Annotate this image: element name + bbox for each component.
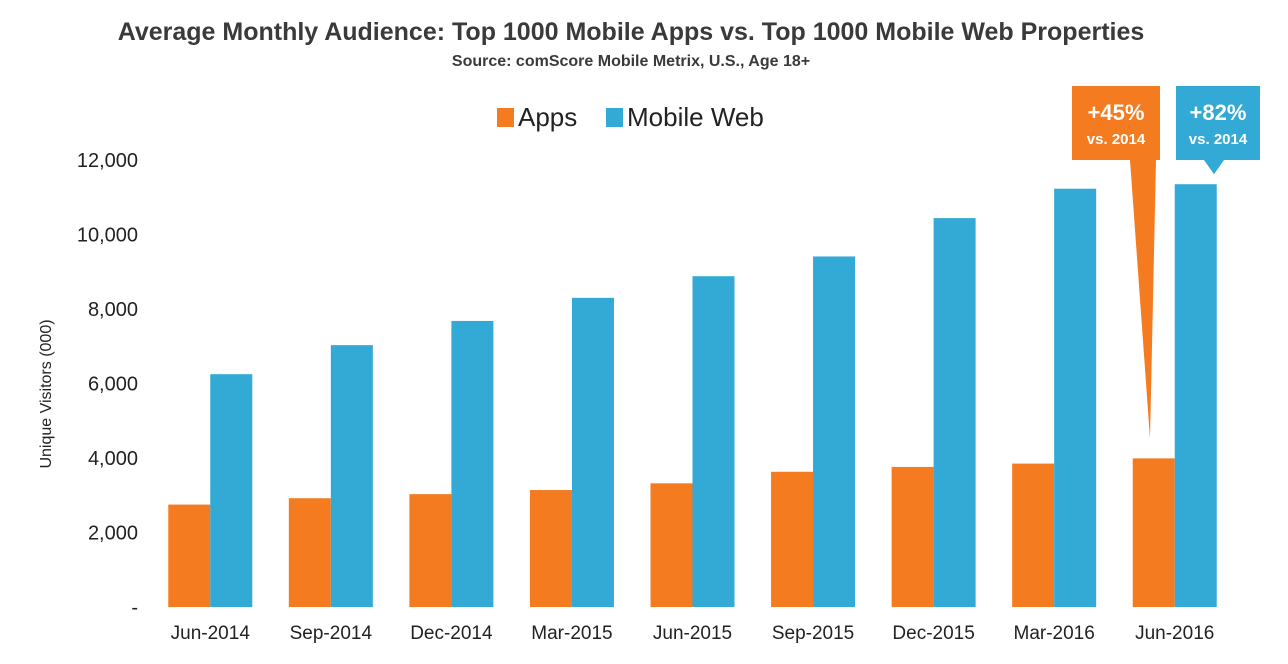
y-tick-label: 8,000 [88,299,138,321]
bar-mobile-web-dec-2015 [933,218,976,608]
y-tick-label: 2,000 [88,523,138,545]
bar-apps-sep-2014 [288,498,331,607]
bar-mobile-web-jun-2014 [210,374,253,607]
x-tick-label: Sep-2014 [290,623,373,644]
callout-box-mobile-web [1176,86,1260,160]
x-tick-label: Jun-2014 [171,623,251,644]
chart-subtitle: Source: comScore Mobile Metrix, U.S., Ag… [452,53,810,70]
callout-pointer-apps [1130,160,1156,439]
y-axis-ticks: - 2,000 4,000 6,000 8,000 10,000 12,000 [77,150,138,619]
y-tick-label: 10,000 [77,225,138,247]
x-tick-label: Jun-2015 [653,623,732,644]
y-tick-label: 12,000 [77,150,138,172]
x-tick-label: Dec-2014 [410,623,493,644]
y-tick-label: 4,000 [88,448,138,470]
bar-apps-mar-2015 [529,490,572,607]
x-axis-ticks: Jun-2014 Sep-2014 Dec-2014 Mar-2015 Jun-2015… [171,623,1215,644]
legend-swatch-mobile-web [606,108,623,127]
bar-mobile-web-mar-2016 [1054,188,1097,607]
callouts: +45% vs. 2014 +82% vs. 2014 [1072,86,1260,439]
legend-label-mobile-web: Mobile Web [627,102,764,132]
callout-box-apps [1072,86,1160,160]
bar-mobile-web-mar-2015 [571,297,614,607]
legend-label-apps: Apps [518,102,577,132]
callout-percent: +45% [1088,100,1145,125]
callout-percent: +82% [1190,100,1247,125]
x-tick-label: Jun-2016 [1135,623,1214,644]
bar-mobile-web-dec-2014 [451,320,494,607]
callout-pointer-mobile-web [1204,160,1224,175]
y-tick-label: - [131,597,138,619]
x-tick-label: Mar-2016 [1014,623,1095,644]
bar-mobile-web-jun-2016 [1174,184,1217,607]
bar-apps-dec-2015 [891,466,934,607]
bar-apps-jun-2014 [168,504,211,607]
bar-mobile-web-jun-2015 [692,276,735,607]
callout-subtext: vs. 2014 [1189,131,1248,148]
chart-title: Average Monthly Audience: Top 1000 Mobil… [118,18,1145,46]
x-tick-label: Sep-2015 [772,623,854,644]
bar-apps-jun-2016 [1132,458,1175,607]
bar-mobile-web-sep-2014 [330,345,373,607]
legend: Apps Mobile Web [497,102,764,132]
bar-apps-jun-2015 [650,483,693,607]
legend-swatch-apps [497,108,514,127]
bar-apps-sep-2015 [771,471,814,607]
x-tick-label: Mar-2015 [531,623,612,644]
bar-apps-dec-2014 [409,494,452,607]
callout-subtext: vs. 2014 [1087,131,1146,148]
y-axis-label: Unique Visitors (000) [38,319,55,468]
bar-mobile-web-sep-2015 [813,256,856,607]
bar-apps-mar-2016 [1012,463,1055,607]
y-tick-label: 6,000 [88,374,138,396]
x-tick-label: Dec-2015 [892,623,974,644]
bars [168,184,1217,608]
